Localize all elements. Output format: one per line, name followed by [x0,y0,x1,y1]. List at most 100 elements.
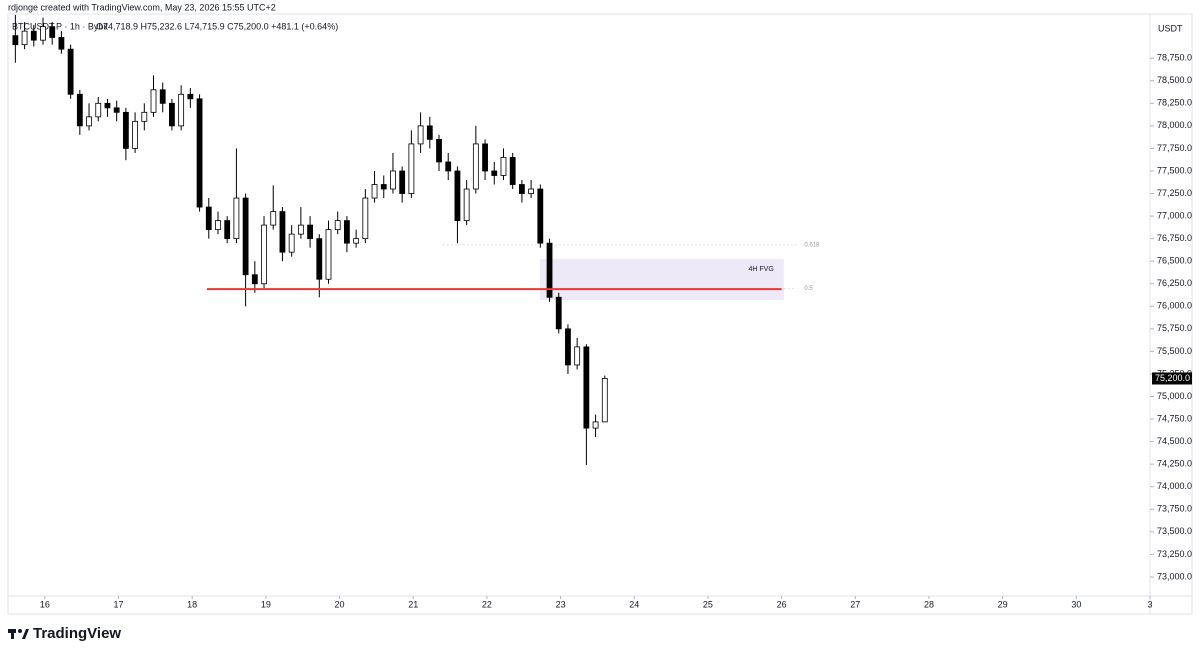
candle-body [353,238,360,244]
y-tick-label: 77,500.0 [1157,165,1192,175]
y-tick-label: 74,250.0 [1157,459,1192,469]
x-tick-label: 25 [703,599,713,609]
candle-body [500,157,507,176]
candle-body [334,220,341,231]
candle-body [390,170,396,190]
candle-body [482,143,488,172]
candle-body [399,170,406,194]
candle-body [445,161,452,172]
candle-body [67,48,74,95]
x-tick-label: 19 [261,599,271,609]
candle-body [12,35,19,46]
candle-body [463,188,470,221]
fvg-zone [539,258,784,300]
x-tick-label: 16 [40,599,50,609]
y-tick-label: 77,000.0 [1157,210,1192,220]
candle-body [224,220,231,240]
y-tick-label: 74,750.0 [1157,413,1192,423]
candle-body [40,26,46,41]
candle-body [436,139,442,163]
y-tick-label: 77,250.0 [1157,188,1192,198]
y-tick-label: 78,500.0 [1157,75,1192,85]
candle-body [30,30,37,41]
candle-body [261,224,267,285]
y-tick-label: 76,250.0 [1157,278,1192,288]
candle-body [555,296,562,330]
candle-body [113,107,120,113]
created-note: rdjonge created with TradingView.com, Ma… [8,2,276,12]
last-price-label: 75,200.0 [1155,373,1190,383]
candle-body [325,229,332,280]
candle-body [233,197,240,240]
y-tick-label: 73,000.0 [1157,571,1192,581]
candle-body [583,346,590,429]
candle-body [592,421,599,429]
candle-body [426,125,433,140]
candle-body [491,170,498,176]
y-tick-label: 74,000.0 [1157,481,1192,491]
x-tick-label: 21 [408,599,418,609]
fvg-label: 4H FVG [749,266,774,273]
candle-body [196,98,203,208]
candle-body [104,102,111,109]
x-tick-label: 20 [335,599,345,609]
y-tick-label: 73,750.0 [1157,504,1192,514]
candle-body [76,93,83,127]
x-tick-label: 30 [1071,599,1081,609]
candle-body [178,93,185,127]
candle-body [187,93,194,100]
x-tick-label: 22 [482,599,492,609]
x-tick-label: 3 [1147,599,1152,609]
candle-body [215,220,221,231]
y-tick-label: 75,000.0 [1157,391,1192,401]
candle-body [297,224,304,235]
x-tick-label: 18 [187,599,197,609]
x-tick-label: 28 [924,599,934,609]
candle-body [169,102,175,127]
candle-body [472,143,479,190]
candle-body [408,143,415,194]
x-tick-label: 26 [777,599,787,609]
candle-body [380,184,387,190]
candle-body [565,328,571,366]
y-tick-label: 76,000.0 [1157,301,1192,311]
x-tick-label: 17 [114,599,124,609]
currency: USDT [1158,23,1183,33]
candle-body [141,111,148,122]
y-tick-label: 74,500.0 [1157,436,1192,446]
candle-body [307,224,313,240]
y-tick-label: 73,250.0 [1157,549,1192,559]
candle-body [537,188,544,244]
candle-body [242,197,249,276]
candle-body [371,184,378,199]
candle-body [344,220,350,244]
fib-label: 0.5 [804,286,813,292]
y-tick-label: 76,500.0 [1157,256,1192,266]
ohlc: O74,718.9 H75,232.6 L74,715.9 C75,200.0 … [96,21,338,31]
candle-body [509,157,516,185]
candle-body [122,111,129,149]
last-price-box [1152,372,1192,385]
fib-label: 0.618 [804,243,820,249]
x-tick-label: 29 [998,599,1008,609]
candle-body [528,188,535,194]
candle-body [86,116,92,127]
candle-body [454,170,461,221]
y-tick-label: 77,750.0 [1157,143,1192,153]
symbol: BTCUSDT.P · 1h · Bybit [12,21,108,31]
candle-body [519,184,525,194]
candle-body [132,120,138,149]
candle-body [574,346,581,366]
candle-body [270,211,277,226]
candle-body [279,211,286,253]
y-tick-label: 78,250.0 [1157,98,1192,108]
y-tick-label: 76,750.0 [1157,233,1192,243]
candle-body [49,26,56,38]
y-tick-label: 78,750.0 [1157,53,1192,63]
logo [8,629,29,639]
candle-body [205,206,212,231]
candle-body [58,37,65,50]
candle-body [362,197,369,240]
candle-body [95,102,102,118]
